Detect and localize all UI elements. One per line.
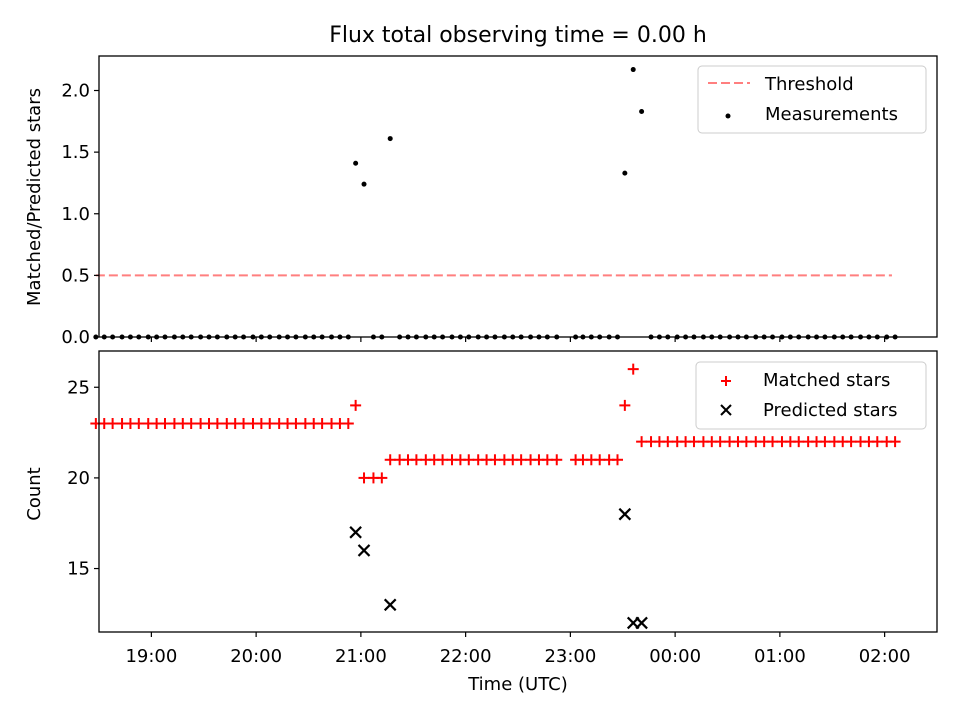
predicted-star-point xyxy=(618,507,632,521)
matched-star-point xyxy=(619,399,631,411)
matched-star-point xyxy=(238,418,250,430)
matched-star-point xyxy=(627,363,639,375)
top-y-tick-label: 2.0 xyxy=(61,81,90,102)
bottom-legend: Matched stars Predicted stars xyxy=(695,361,927,430)
top-axes-frame xyxy=(98,55,938,338)
matched-star-point xyxy=(871,436,883,448)
matched-star-point xyxy=(350,399,362,411)
x-tick-label: 23:00 xyxy=(544,646,596,667)
measurement-point xyxy=(387,136,393,142)
matched-star-point xyxy=(541,454,553,466)
x-tick-label: 22:00 xyxy=(440,646,492,667)
matched-star-point xyxy=(662,436,674,448)
measurement-point xyxy=(630,67,636,73)
legend-matched-marker xyxy=(721,376,731,386)
matched-star-point xyxy=(410,454,422,466)
matched-star-point xyxy=(185,418,197,430)
x-tick-label: 20:00 xyxy=(230,646,282,667)
top-axes: 0.0 0.5 1.0 1.5 2.0 xyxy=(61,55,938,348)
matched-star-point xyxy=(740,436,752,448)
measurement-point xyxy=(622,170,628,176)
bottom-y-tick-label: 20 xyxy=(67,468,90,489)
matched-star-point xyxy=(793,436,805,448)
measurement-point xyxy=(353,160,359,166)
predicted-star-point xyxy=(349,526,362,539)
top-y-axis-label: Matched/Predicted stars xyxy=(24,88,45,306)
legend-threshold-label: Threshold xyxy=(764,74,854,95)
bottom-axes: 19:00 20:00 21:00 22:00 23:00 00:00 01:00 02:00… xyxy=(67,350,938,667)
x-tick-label: 01:00 xyxy=(754,646,806,667)
matched-star-point xyxy=(290,418,302,430)
matched-star-point xyxy=(515,454,527,466)
matched-star-point xyxy=(594,454,606,466)
bottom-y-tick-label: 15 xyxy=(67,559,90,580)
matched-star-point xyxy=(463,454,475,466)
matched-star-point xyxy=(358,472,370,484)
matched-star-point xyxy=(107,418,119,430)
x-tick-label: 21:00 xyxy=(335,646,387,667)
top-legend: Threshold Measurements xyxy=(697,65,927,134)
measurement-point xyxy=(639,108,645,114)
matched-star-point xyxy=(342,418,354,430)
bottom-axes-frame xyxy=(98,350,938,633)
x-tick-label: 00:00 xyxy=(649,646,701,667)
matched-star-point xyxy=(714,436,726,448)
bottom-y-tick-label: 25 xyxy=(67,377,90,398)
predicted-star-point xyxy=(383,598,397,612)
legend-matched-label: Matched stars xyxy=(763,370,890,391)
matched-star-point xyxy=(636,436,648,448)
matched-star-point xyxy=(159,418,171,430)
legend-predicted-marker xyxy=(720,404,732,416)
matched-star-point xyxy=(384,454,396,466)
matched-star-point xyxy=(845,436,857,448)
legend-measurements-label: Measurements xyxy=(765,104,898,125)
bottom-legend-box xyxy=(695,361,927,430)
measurement-point xyxy=(361,181,367,187)
predicted-star-point xyxy=(357,544,371,557)
top-y-tick-label: 0.0 xyxy=(61,327,90,348)
matched-star-point xyxy=(767,436,779,448)
bottom-y-axis-label: Count xyxy=(24,467,45,520)
legend-predicted-label: Predicted stars xyxy=(763,400,897,421)
matched-star-point xyxy=(889,436,901,448)
matched-star-point xyxy=(688,436,700,448)
legend-measurements-marker xyxy=(725,113,731,119)
x-axis-label: Time (UTC) xyxy=(467,674,568,695)
bottom-plot-marks xyxy=(90,363,901,630)
top-y-tick-label: 1.0 xyxy=(61,204,90,225)
matched-star-point xyxy=(819,436,831,448)
matched-star-point xyxy=(437,454,449,466)
matched-star-point xyxy=(489,454,501,466)
matched-star-point xyxy=(211,418,223,430)
matched-star-point xyxy=(316,418,328,430)
top-legend-box xyxy=(697,65,927,134)
top-y-tick-label: 1.5 xyxy=(61,142,90,163)
matched-star-point xyxy=(376,472,388,484)
figure-title: Flux total observing time = 0.00 h xyxy=(329,23,707,48)
x-tick-label: 19:00 xyxy=(125,646,177,667)
matched-star-point xyxy=(133,418,145,430)
x-tick-label: 02:00 xyxy=(859,646,911,667)
predicted-star-point xyxy=(635,616,648,630)
matched-star-point xyxy=(612,454,624,466)
top-y-tick-label: 0.5 xyxy=(61,265,90,286)
matched-star-point xyxy=(551,454,563,466)
matched-star-point xyxy=(264,418,276,430)
